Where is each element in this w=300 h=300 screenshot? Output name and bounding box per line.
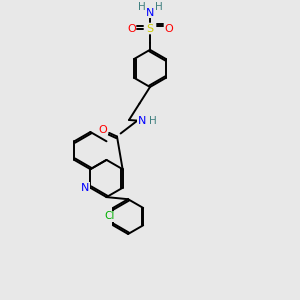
Text: Cl: Cl — [104, 211, 115, 221]
Text: H: H — [154, 2, 162, 12]
Text: H: H — [138, 2, 146, 12]
Text: H: H — [148, 116, 156, 127]
Text: N: N — [137, 116, 146, 127]
Text: N: N — [146, 8, 154, 18]
Text: S: S — [146, 23, 154, 34]
Text: O: O — [98, 125, 107, 135]
Text: O: O — [164, 23, 173, 34]
Text: O: O — [127, 23, 136, 34]
Text: N: N — [81, 183, 89, 193]
